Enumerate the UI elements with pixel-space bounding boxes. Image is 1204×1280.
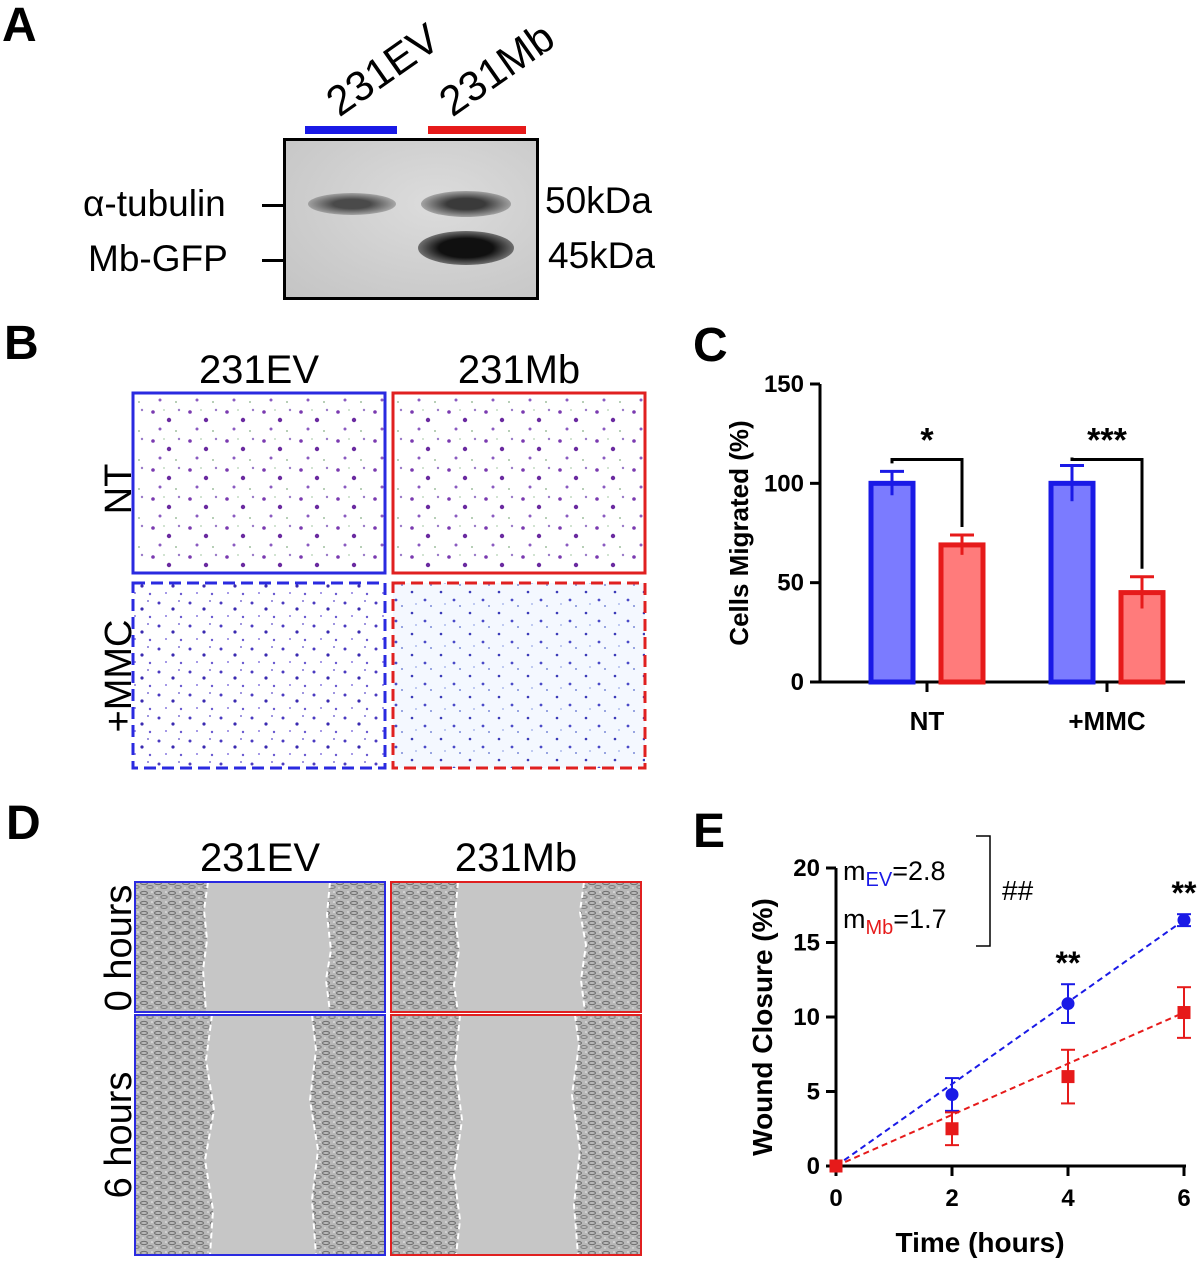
wound-img-mb-6h — [390, 1014, 642, 1256]
y-tick-label: 50 — [777, 570, 804, 597]
fit-line — [835, 1011, 1185, 1167]
size-label-45kda: 45kDa — [548, 235, 655, 276]
band-label-mbgfp: Mb-GFP — [88, 238, 228, 279]
y-axis-label: Wound Closure (%) — [747, 898, 778, 1156]
wound-col-231mb: 231Mb — [454, 836, 578, 880]
transwell-img-ev-nt — [131, 391, 387, 575]
panel-letter-d: D — [6, 797, 41, 850]
lane-bar-mb — [428, 126, 526, 134]
size-label-50kda: 50kDa — [545, 180, 652, 221]
x-tick-label: 6 — [1177, 1185, 1190, 1212]
transwell-img-mb-nt — [391, 391, 647, 575]
y-tick-label: 15 — [793, 930, 820, 957]
band-tubulin-ev — [308, 193, 396, 215]
significance-bracket — [890, 457, 964, 527]
panel-letter-c: C — [693, 319, 728, 372]
wound-img-mb-0h — [390, 881, 642, 1013]
lane-bar-ev — [305, 126, 397, 134]
slope-bracket — [976, 835, 991, 947]
slope-significance: ## — [1002, 875, 1034, 906]
bar — [868, 480, 916, 685]
x-tick-label: NT — [910, 706, 945, 736]
transwell-col-231ev: 231EV — [198, 348, 320, 392]
transwell-img-mb-mmc — [391, 581, 647, 770]
band-label-tubulin: α-tubulin — [83, 183, 226, 224]
chart-c-migration: 0 50 100 150 Cells Migrated (%) NT * +MMC *** — [724, 371, 1185, 736]
significance-bracket — [1070, 457, 1144, 569]
y-tick-label: 100 — [764, 470, 804, 497]
significance-label: ** — [1056, 945, 1081, 981]
significance-label: ** — [1172, 875, 1197, 911]
data-point — [1061, 997, 1075, 1011]
y-tick-label: 20 — [793, 855, 820, 882]
wound-row-0h: 0 hours — [98, 884, 140, 1012]
significance-label: * — [920, 421, 934, 459]
data-point — [945, 1087, 959, 1101]
significance-label: *** — [1087, 421, 1127, 459]
y-tick-label: 150 — [764, 371, 804, 398]
y-tick-label: 10 — [793, 1004, 820, 1031]
band-tick-tubulin — [262, 204, 284, 207]
data-point — [829, 1159, 843, 1173]
data-point — [1177, 1006, 1191, 1020]
panel-letter-e: E — [693, 805, 726, 858]
y-tick-label: 0 — [807, 1153, 820, 1180]
western-blot — [283, 138, 539, 300]
slope-annotation: mMb=1.7 — [843, 904, 947, 939]
fit-line — [835, 919, 1185, 1167]
chart-e-wound-closure: 0 5 10 15 20 0 2 4 6 Time (hours) Wound Closure (%… — [747, 835, 1197, 1258]
bar — [1048, 480, 1096, 685]
wound-img-ev-0h — [134, 881, 386, 1013]
y-tick-label: 5 — [807, 1079, 820, 1106]
y-axis-label: Cells Migrated (%) — [724, 420, 754, 645]
data-point — [1061, 1070, 1075, 1084]
band-mbgfp-mb — [418, 231, 514, 265]
data-point — [1177, 913, 1191, 927]
data-point — [945, 1122, 959, 1136]
x-tick-label: +MMC — [1068, 706, 1146, 736]
band-tubulin-mb — [421, 191, 511, 217]
panel-letter-b: B — [4, 317, 39, 370]
x-tick-label: 4 — [1061, 1185, 1075, 1212]
wound-col-231ev: 231EV — [199, 836, 321, 880]
y-tick-label: 0 — [791, 669, 804, 696]
band-tick-mbgfp — [262, 259, 284, 262]
bar — [938, 542, 986, 685]
wound-row-6h: 6 hours — [98, 1071, 140, 1199]
x-axis-label: Time (hours) — [895, 1227, 1064, 1258]
x-tick-label: 2 — [945, 1185, 958, 1212]
slope-annotation: mEV=2.8 — [843, 856, 946, 891]
transwell-img-ev-mmc — [131, 581, 387, 770]
panel-letter-a: A — [2, 0, 37, 52]
transwell-col-231mb: 231Mb — [457, 348, 581, 392]
wound-img-ev-6h — [134, 1014, 386, 1256]
x-tick-label: 0 — [829, 1185, 842, 1212]
